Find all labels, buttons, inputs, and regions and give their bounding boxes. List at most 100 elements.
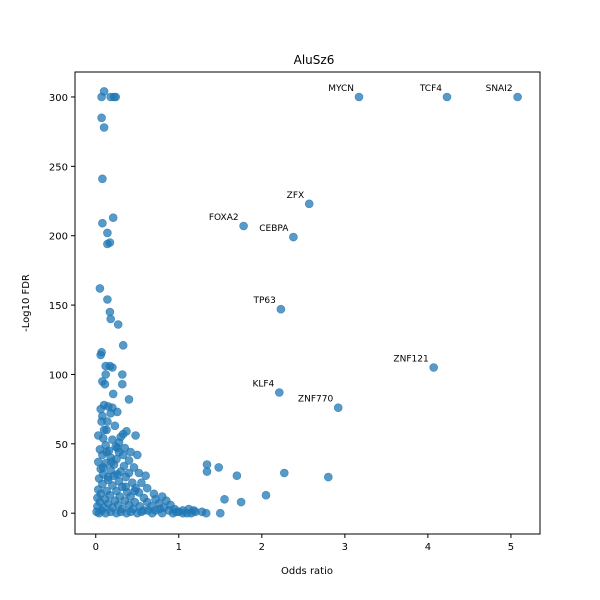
y-axis-label: -Log10 FDR xyxy=(21,274,32,332)
data-point xyxy=(100,379,110,389)
point-label: MYCN xyxy=(328,84,354,94)
data-point xyxy=(103,417,112,426)
data-point xyxy=(118,370,127,379)
x-tick-label: 5 xyxy=(508,542,514,553)
data-point xyxy=(220,494,229,504)
chart-title: AluSz6 xyxy=(294,53,335,67)
data-point xyxy=(96,404,105,414)
data-point xyxy=(99,123,109,132)
data-point xyxy=(201,508,211,518)
data-point xyxy=(274,388,284,397)
x-tick-label: 0 xyxy=(93,542,99,553)
plot-frame xyxy=(74,71,541,535)
data-point xyxy=(121,472,130,482)
data-point xyxy=(113,443,122,453)
y-tick-label: 0 xyxy=(62,509,68,520)
data-point xyxy=(103,228,112,238)
data-point xyxy=(118,340,128,350)
point-label: ZNF770 xyxy=(298,395,334,405)
data-point xyxy=(107,457,116,467)
data-point xyxy=(103,472,113,482)
data-point xyxy=(216,508,225,518)
data-point xyxy=(101,370,110,379)
data-point xyxy=(261,490,271,500)
data-point xyxy=(130,486,140,496)
point-label: KLF4 xyxy=(252,380,274,390)
data-point xyxy=(214,463,223,472)
data-point xyxy=(279,468,289,478)
point-label: FOXA2 xyxy=(209,213,239,223)
data-point xyxy=(118,450,128,460)
data-point xyxy=(131,431,140,440)
y-tick-label: 150 xyxy=(49,301,68,312)
data-point xyxy=(97,92,106,102)
data-point xyxy=(112,508,121,518)
data-point xyxy=(354,92,364,102)
data-point xyxy=(133,508,142,518)
data-point xyxy=(133,450,142,460)
point-annotations: MYCN TCF4 SNAI2 ZFX FOXA2 CEBPA TP63 ZNF121 KLF4… xyxy=(209,84,513,405)
data-point xyxy=(178,506,188,515)
x-tick-label: 2 xyxy=(259,542,265,553)
data-point xyxy=(239,221,248,231)
data-point xyxy=(101,508,110,518)
x-tick-label: 1 xyxy=(176,542,182,553)
data-point xyxy=(102,425,111,435)
data-point xyxy=(95,284,105,293)
point-label: ZNF121 xyxy=(393,355,428,365)
data-point xyxy=(276,304,286,314)
y-tick-label: 250 xyxy=(49,162,68,173)
data-point xyxy=(96,350,105,360)
data-point xyxy=(106,408,115,418)
point-label: SNAI2 xyxy=(486,84,513,94)
x-tick-label: 4 xyxy=(425,542,431,553)
point-label: TCF4 xyxy=(419,84,442,94)
data-point xyxy=(110,421,120,431)
y-tick-label: 50 xyxy=(55,440,68,451)
y-tick-label: 100 xyxy=(49,370,68,381)
y-tick-label: 300 xyxy=(49,93,68,104)
data-point xyxy=(118,379,127,389)
data-point xyxy=(333,403,343,413)
data-point xyxy=(98,463,108,472)
data-point xyxy=(105,238,115,247)
data-point xyxy=(323,472,333,482)
data-point xyxy=(143,506,153,515)
data-point xyxy=(108,389,118,399)
data-point xyxy=(103,295,112,304)
point-label: TP63 xyxy=(253,296,276,306)
data-point xyxy=(232,471,242,481)
data-point xyxy=(111,92,120,102)
x-axis-label: Odds ratio xyxy=(281,566,333,577)
data-point xyxy=(202,467,212,476)
data-point xyxy=(513,92,522,102)
data-point xyxy=(113,469,122,479)
data-point xyxy=(97,113,106,123)
data-point xyxy=(106,314,115,324)
data-point xyxy=(155,504,164,514)
data-point xyxy=(113,320,123,329)
data-point xyxy=(124,395,134,404)
data-point xyxy=(124,456,134,465)
data-point xyxy=(236,497,246,507)
x-tick-label: 3 xyxy=(342,542,348,553)
data-point xyxy=(429,363,439,372)
data-point xyxy=(141,471,150,481)
data-point xyxy=(121,482,130,492)
plot-marks xyxy=(92,87,522,518)
data-point xyxy=(129,463,139,472)
point-label: CEBPA xyxy=(259,224,289,234)
data-point xyxy=(189,506,198,515)
data-point xyxy=(289,232,298,242)
data-point xyxy=(304,199,314,209)
point-label: ZFX xyxy=(287,191,305,201)
data-point xyxy=(142,483,152,493)
data-point xyxy=(102,447,111,457)
data-point xyxy=(122,508,131,518)
data-point xyxy=(137,478,146,488)
data-point xyxy=(98,218,107,228)
data-point xyxy=(108,213,118,222)
data-point xyxy=(108,363,117,372)
